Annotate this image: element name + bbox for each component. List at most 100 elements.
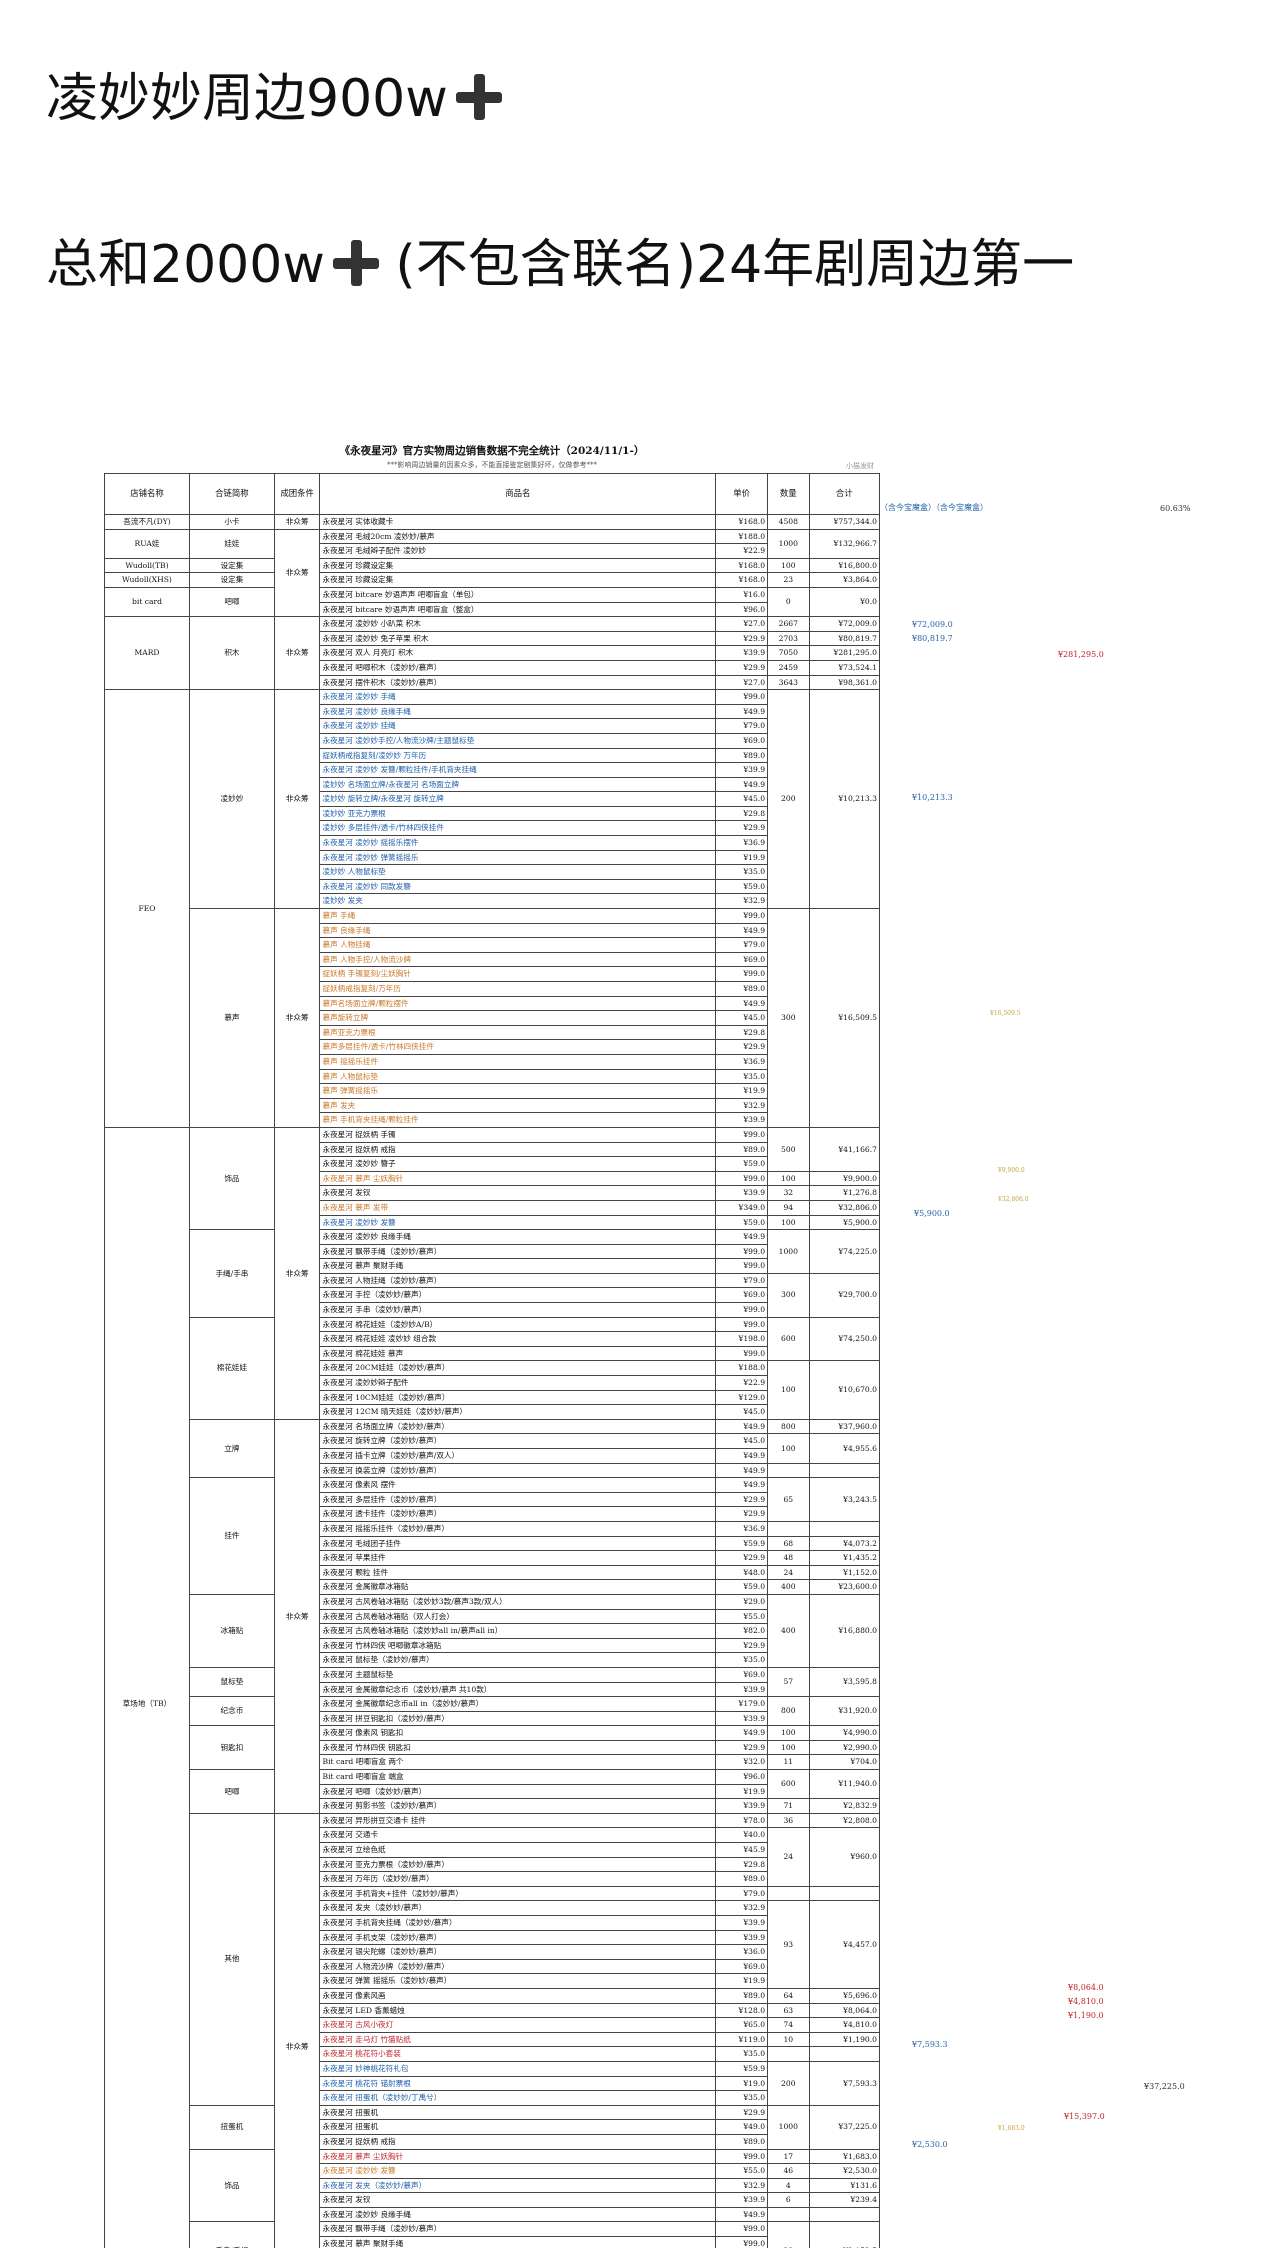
cell-price: ¥32.9 [715, 893, 769, 910]
cell-qty: 1000 [767, 2104, 810, 2150]
cell-qty: 36 [767, 1812, 810, 1829]
cell-qty: 64 [767, 1987, 810, 2004]
cell-item: 永夜星河 摇摇乐挂件（凌妙妙/慕声） [319, 1520, 717, 1537]
table-row: Wudoll(XHS) 设定集 永夜星河 珍藏设定集 ¥168.0 23 ¥3,864.0 [104, 572, 880, 588]
cell-qty: 7050 [767, 645, 810, 661]
cell-price: ¥29.8 [715, 805, 769, 822]
side-note: ¥15,397.0 [1064, 2112, 1105, 2121]
cell-price: ¥69.0 [715, 1958, 769, 1975]
side-note: ¥9,900.0 [998, 1167, 1025, 1174]
cell-qty: 300 [767, 908, 810, 1128]
cell-item: 永夜星河 手控（凌妙妙/慕声） [319, 1287, 717, 1304]
cell-price: ¥49.9 [715, 2206, 769, 2223]
cell-price: ¥59.0 [715, 878, 769, 895]
cell-price: ¥59.0 [715, 1214, 769, 1231]
cell-qty: 600 [767, 1316, 810, 1362]
cell-price: ¥79.0 [715, 718, 769, 734]
cell-price: ¥35.0 [715, 864, 769, 880]
cell-price: ¥36.9 [715, 1053, 769, 1070]
cell-total: ¥131.6 [808, 2177, 880, 2194]
cell-qty: 2703 [767, 630, 810, 647]
cell-qty: 29 [767, 2221, 810, 2248]
cell-qty: 23 [767, 572, 810, 588]
col-header-price: 单价 [715, 473, 769, 515]
sales-data-image: 《永夜星河》官方实物周边销售数据不完全统计（2024/11/1-） ***影响周… [104, 443, 880, 2248]
cell-item: 永夜星河 10CM娃娃（凌妙妙/慕声） [319, 1389, 717, 1406]
table-row: 永夜星河 凌妙妙 良缘手绳 ¥49.9 [105, 703, 880, 720]
cell-item: 永夜星河 珍藏设定集 [319, 572, 717, 588]
cell-price: ¥129.0 [715, 1389, 769, 1406]
cell-item: 永夜星河 LED 香薰蜡烛 [319, 2002, 717, 2019]
cell-store: Wudoll(TB) [104, 557, 190, 574]
table-row: 永夜星河 手机背夹+挂件（凌妙妙/慕声） ¥79.0 [105, 1885, 880, 1902]
cell-price: ¥99.0 [715, 1243, 769, 1260]
cell-total: ¥3,243.5 [808, 1477, 880, 1522]
cell-item: 凌妙妙 旋转立牌/永夜星河 旋转立牌 [319, 791, 717, 807]
plus-icon [455, 74, 502, 120]
cell-item: 慕声 良缘手绳 [319, 922, 717, 939]
cell-qty [767, 2046, 810, 2062]
cell-price: ¥39.9 [715, 1929, 769, 1946]
cell-qty [767, 1520, 810, 1537]
cell-price: ¥29.9 [715, 1550, 769, 1566]
cell-price: ¥45.9 [715, 1842, 769, 1858]
cell-qty: 6 [767, 2192, 810, 2208]
cell-item: 慕声 摇摇乐挂件 [319, 1053, 717, 1070]
cell-total: ¥80,819.7 [808, 630, 880, 647]
cell-price: ¥89.0 [715, 981, 769, 997]
table-row: 饰品 永夜星河 慕声 尘妖胸针 ¥99.0 17 ¥1,683.0 [105, 2148, 880, 2223]
side-note: ¥32,806.0 [998, 1196, 1029, 1203]
cell-price: ¥69.0 [715, 951, 769, 968]
cell-store: FEO [104, 689, 190, 1128]
table-row: 凌妙妙 多层挂件/透卡/竹林四侠挂件 ¥29.9 [105, 820, 880, 837]
cell-price: ¥29.9 [715, 1739, 769, 1756]
cell-item: 永夜星河 捉妖柄 戒指 [319, 1141, 717, 1158]
cell-item: 永夜星河 凌妙妙 摇摇乐摆件 [319, 835, 717, 851]
cell-item: 永夜星河 万年历（凌妙妙/慕声） [319, 1871, 717, 1887]
cell-item: 永夜星河 发夹（凌妙妙/慕声） [319, 2177, 717, 2194]
cell-item: 永夜星河 苹果挂件 [319, 1550, 717, 1566]
col-header-total: 合计 [808, 473, 880, 515]
cell-link: 扭蛋机 [188, 2104, 275, 2150]
table-row: 永夜星河 凌妙妙 发簪/颗粒挂件/手机背夹挂绳 ¥39.9 [105, 762, 880, 778]
cell-condition: 非众筹 [273, 1812, 321, 2248]
table-row: 慕声亚克力票根 ¥29.8 [105, 1024, 880, 1041]
cell-total [808, 1885, 880, 1902]
cell-item: 永夜星河 人物挂绳（凌妙妙/慕声） [319, 1272, 717, 1289]
cell-total: ¥2,808.0 [808, 1812, 880, 1829]
table-row: bit card 吧唧 永夜星河 bitcare 妙语声声 吧唧盲盒（单包） ¥16.… [104, 586, 880, 618]
watermark-logo: 小猫发财 [846, 462, 874, 470]
cell-price: ¥96.0 [715, 1769, 769, 1785]
table-row: 永夜星河 竹林四侠 钥匙扣 ¥29.9 100 ¥2,990.0 [105, 1739, 880, 1756]
cell-price: ¥29.8 [715, 1024, 769, 1041]
cell-link: 吧唧 [188, 1769, 275, 1814]
cell-qty: 10 [767, 2031, 810, 2048]
table-row: 手串/手绳 永夜星河 飘带手绳（凌妙妙/慕声）¥99.029¥2,152.5 [105, 2221, 880, 2248]
cell-item: 永夜星河 20CM娃娃（凌妙妙/慕声） [319, 1360, 717, 1377]
cell-price: ¥99.0 [715, 2221, 769, 2238]
cell-price: ¥69.0 [715, 1287, 769, 1304]
cell-item: 永夜星河 bitcare 妙语声声 吧唧盲盒（整盒） [319, 601, 717, 618]
cell-item: 永夜星河 金属徽章纪念币all in（凌妙妙/慕声） [319, 1696, 717, 1712]
cell-qty: 24 [767, 1564, 810, 1581]
cell-link: 小卡 [188, 514, 275, 530]
cell-qty [767, 2206, 810, 2223]
side-note: （含今宝魔盒）（含今宝魔盒） [880, 503, 988, 512]
cell-item: 永夜星河 12CM 晴天娃娃（凌妙妙/慕声） [319, 1404, 717, 1420]
cell-item: 永夜星河 慕声 聚财手绳 [319, 2236, 717, 2248]
cell-qty: 100 [767, 1725, 810, 1741]
cell-price: ¥45.0 [715, 1433, 769, 1449]
cell-total: ¥8,064.0 [808, 2002, 880, 2019]
cell-total: ¥4,457.0 [808, 1900, 880, 1989]
cell-item: 永夜星河 毛绒20cm 凌妙妙/慕声 [319, 528, 717, 545]
cell-link: 纪念币 [188, 1696, 275, 1727]
cell-price: ¥79.0 [715, 1272, 769, 1289]
cell-total: ¥281,295.0 [808, 645, 880, 661]
cell-price: ¥59.9 [715, 2060, 769, 2077]
cell-item: 永夜星河 旋转立牌（凌妙妙/慕声） [319, 1433, 717, 1449]
cell-item: 永夜星河 凌妙妙 良缘手绳 [319, 1229, 717, 1245]
cell-price: ¥29.9 [715, 659, 769, 676]
cell-link: 娃娃 [188, 528, 275, 559]
side-note: ¥37,225.0 [1144, 2082, 1185, 2091]
cell-price: ¥55.0 [715, 1608, 769, 1625]
